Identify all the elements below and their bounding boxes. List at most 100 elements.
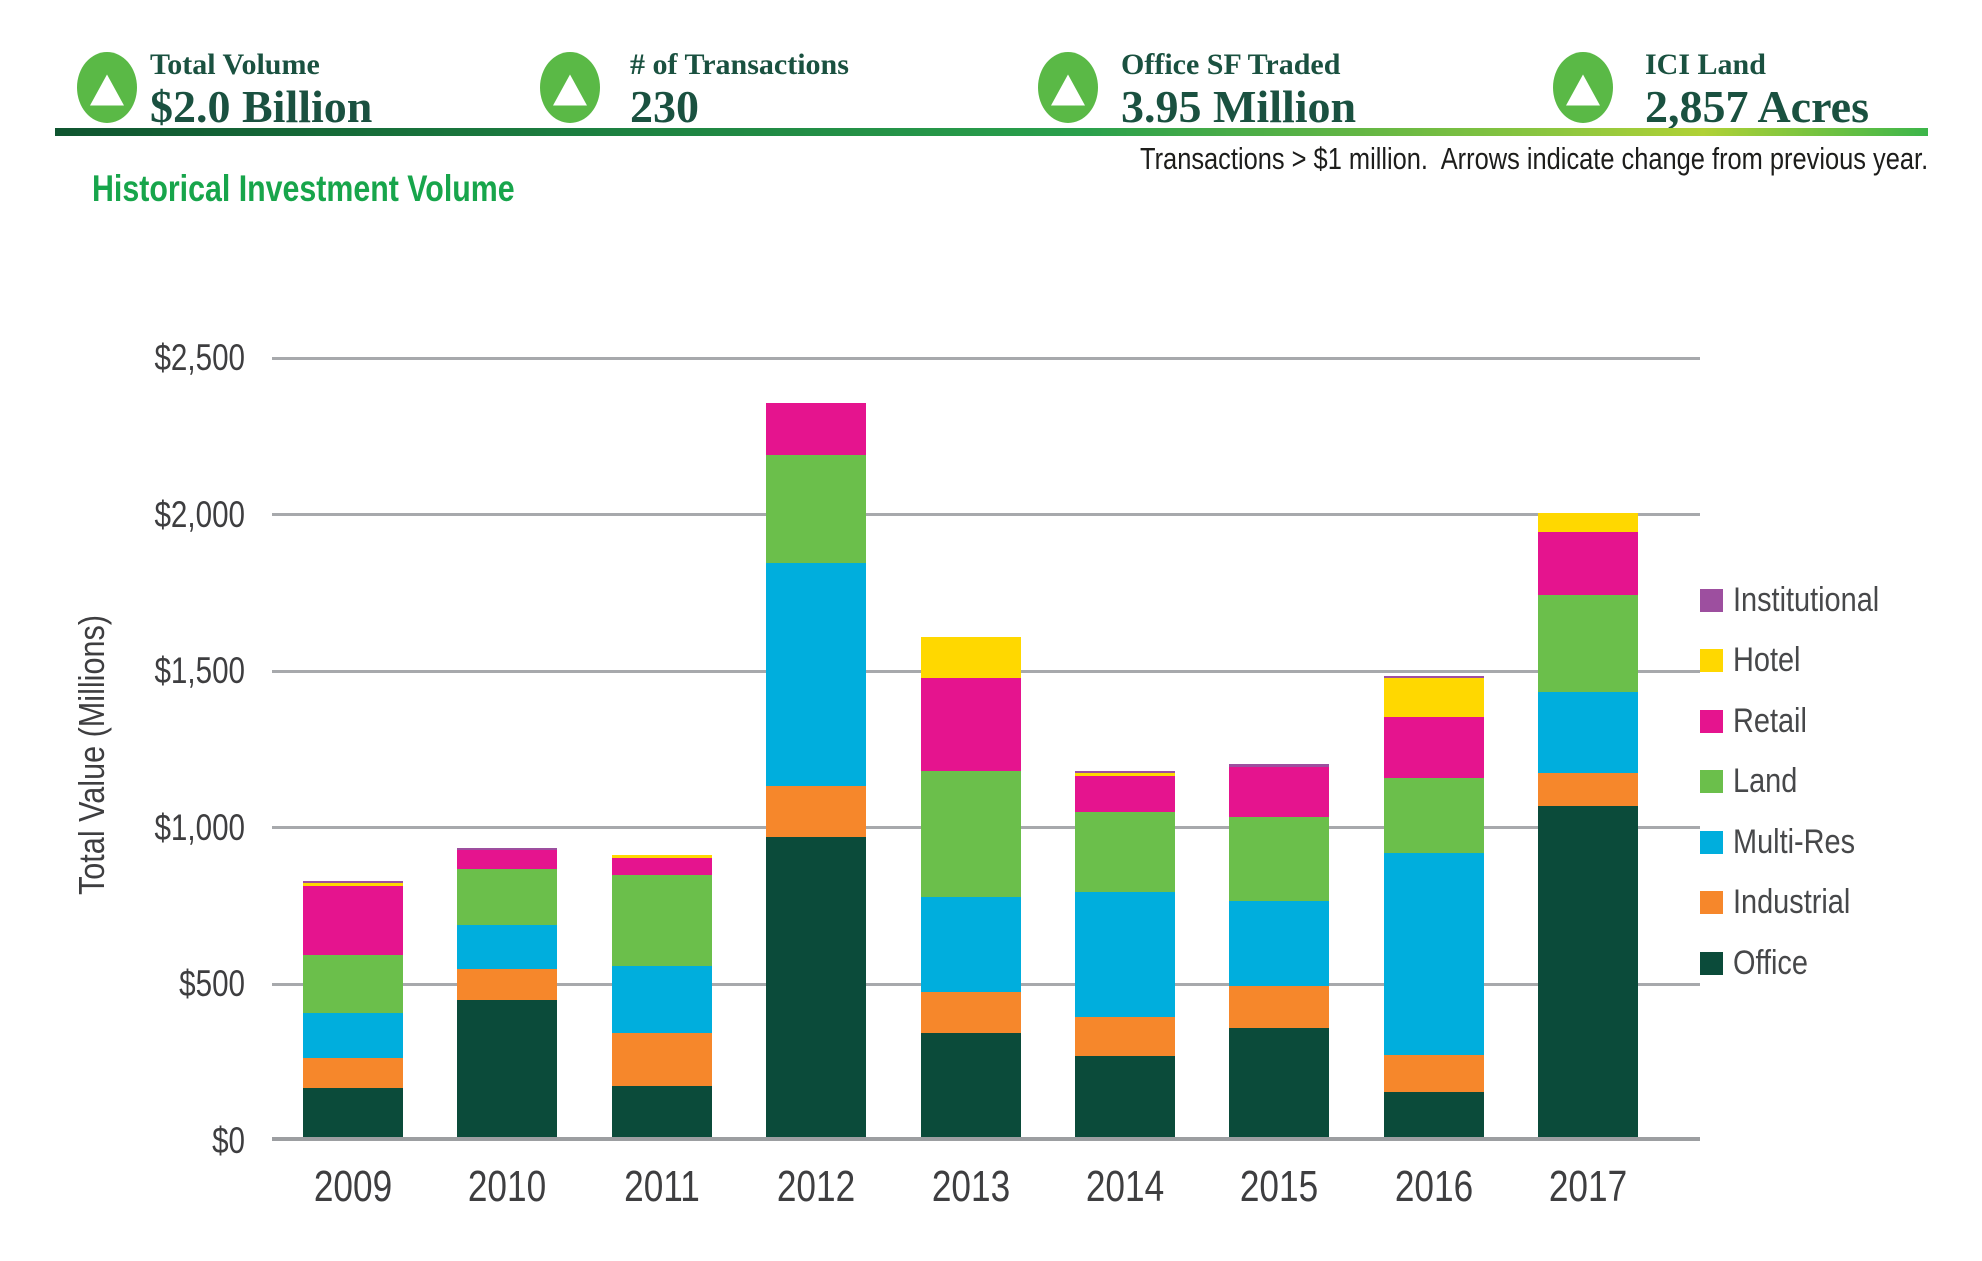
legend-label: Multi-Res: [1733, 822, 1856, 861]
bar-segment-institutional: [1075, 771, 1175, 774]
bar-segment-hotel: [1075, 773, 1175, 777]
legend: Institutional Hotel Retail Land Multi-Res Ind…: [1700, 570, 1905, 994]
bar-segment-retail: [1075, 776, 1175, 813]
bar-segment-office: [457, 1000, 558, 1141]
bar-segment-retail: [611, 857, 712, 875]
bar-segment-retail: [457, 849, 558, 869]
bar-2016: [1383, 675, 1484, 1141]
disclaimer-note: Transactions > $1 million. Arrows indica…: [1139, 141, 1928, 176]
bar-segment-retail: [1383, 716, 1484, 778]
y-tick-label: $2,000: [154, 493, 245, 535]
y-axis-title: Total Value (Millions): [71, 614, 112, 896]
bar-segment-multi-res: [920, 896, 1021, 993]
bar-segment-multi-res: [1229, 901, 1330, 986]
x-tick-label: 2017: [1549, 1162, 1628, 1211]
bar-segment-land: [1538, 594, 1639, 692]
x-tick-label: 2012: [777, 1162, 856, 1211]
stat-label: # of Transactions: [630, 48, 849, 81]
bar-segment-multi-res: [766, 563, 867, 786]
bar-segment-retail: [1538, 531, 1639, 595]
divider-gradient-rule: [55, 128, 1928, 136]
legend-item-office: Office: [1700, 933, 1905, 994]
bar-segment-multi-res: [611, 965, 712, 1033]
bar-segment-industrial: [1075, 1017, 1175, 1057]
bar-segment-industrial: [303, 1058, 403, 1088]
legend-swatch: [1700, 830, 1723, 854]
bar-2014: [1075, 771, 1175, 1141]
bar-segment-land: [920, 771, 1021, 897]
bar-segment-retail: [920, 677, 1021, 772]
legend-item-multi-res: Multi-Res: [1700, 812, 1905, 873]
bar-2009: [303, 880, 403, 1141]
bar-segment-hotel: [1383, 677, 1484, 717]
bar-segment-industrial: [766, 785, 867, 838]
legend-item-industrial: Industrial: [1700, 873, 1905, 934]
x-tick-label: 2013: [931, 1162, 1010, 1211]
legend-label: Office: [1733, 943, 1808, 982]
legend-swatch: [1700, 951, 1723, 975]
trend-up-icon: [1038, 52, 1098, 123]
stat-value: 230: [630, 81, 699, 132]
bar-segment-office: [1229, 1028, 1330, 1141]
y-tick-label: $2,500: [154, 337, 245, 378]
bar-segment-institutional: [1383, 675, 1484, 678]
bar-2011: [611, 855, 712, 1141]
up-arrow-icon: [553, 74, 587, 106]
bar-segment-institutional: [457, 848, 558, 850]
stat-label: ICI Land: [1645, 48, 1766, 81]
bar-segment-office: [611, 1086, 712, 1141]
stat-label: Office SF Traded: [1121, 48, 1341, 81]
trend-up-icon: [540, 52, 600, 123]
bar-segment-land: [303, 954, 403, 1013]
bar-2017: [1538, 513, 1639, 1141]
x-axis-line: [272, 1137, 1700, 1141]
bar-segment-industrial: [1383, 1054, 1484, 1093]
bar-segment-land: [766, 455, 867, 564]
bar-2015: [1229, 763, 1330, 1141]
stat-value: $2.0 Billion: [150, 81, 373, 132]
legend-label: Retail: [1733, 701, 1807, 740]
stat-value: 3.95 Million: [1121, 81, 1357, 132]
bar-segment-land: [1075, 812, 1175, 893]
chart-title: Historical Investment Volume: [92, 168, 515, 209]
bar-segment-retail: [303, 885, 403, 955]
bar-segment-industrial: [457, 968, 558, 1001]
bar-segment-land: [457, 868, 558, 925]
legend-swatch: [1700, 588, 1723, 612]
y-tick-label: $500: [179, 963, 245, 1005]
bar-segment-office: [1538, 805, 1639, 1141]
bar-segment-office: [766, 837, 867, 1141]
legend-label: Institutional: [1733, 580, 1880, 619]
bar-segment-hotel: [611, 855, 712, 858]
legend-label: Industrial: [1733, 883, 1851, 922]
y-tick-label: $0: [212, 1120, 245, 1161]
bar-segment-multi-res: [1383, 852, 1484, 1055]
bar-segment-industrial: [611, 1032, 712, 1087]
legend-label: Land: [1733, 762, 1798, 801]
legend-label: Hotel: [1733, 641, 1801, 680]
gridline: [272, 513, 1700, 517]
legend-swatch: [1700, 709, 1723, 733]
x-tick-label: 2010: [468, 1162, 547, 1211]
bar-segment-office: [303, 1087, 403, 1141]
y-tick-label: $1,500: [154, 650, 245, 692]
up-arrow-icon: [1051, 74, 1085, 106]
bar-segment-multi-res: [303, 1012, 403, 1059]
up-arrow-icon: [90, 74, 124, 106]
legend-swatch: [1700, 649, 1723, 673]
legend-item-retail: Retail: [1700, 691, 1905, 752]
legend-swatch: [1700, 770, 1723, 794]
legend-item-institutional: Institutional: [1700, 570, 1905, 631]
trend-up-icon: [77, 52, 137, 123]
bar-segment-office: [1383, 1092, 1484, 1141]
y-tick-label: $1,000: [154, 806, 245, 848]
x-tick-label: 2009: [313, 1162, 393, 1211]
bar-segment-multi-res: [457, 924, 558, 969]
bar-segment-retail: [766, 403, 867, 456]
bar-segment-industrial: [1229, 985, 1330, 1029]
trend-up-icon: [1553, 52, 1613, 123]
bar-segment-industrial: [920, 992, 1021, 1033]
legend-item-hotel: Hotel: [1700, 631, 1905, 692]
bar-segment-land: [1229, 816, 1330, 902]
bar-segment-multi-res: [1538, 691, 1639, 774]
